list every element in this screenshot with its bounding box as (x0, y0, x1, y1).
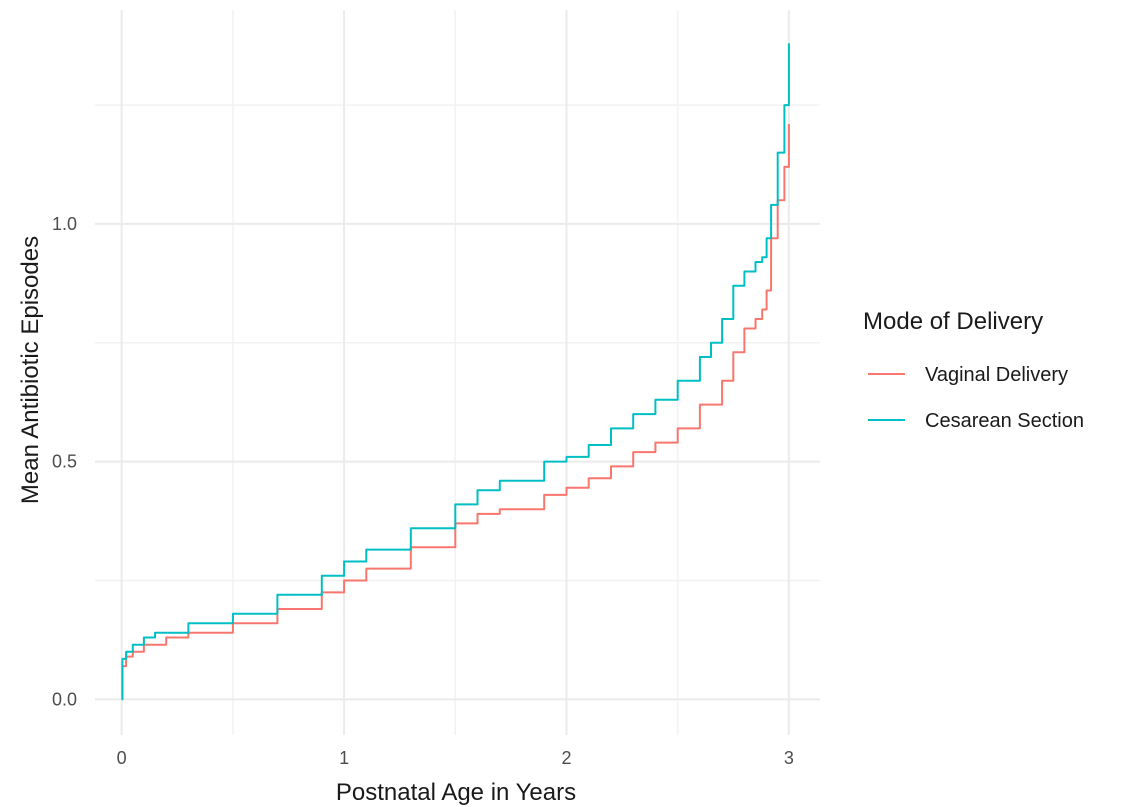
x-tick-label: 3 (784, 748, 794, 768)
series-line-cesarean-section (121, 43, 790, 701)
legend: Mode of Delivery Vaginal Delivery Cesarea… (863, 308, 1084, 432)
x-tick-label: 0 (117, 748, 127, 768)
y-tick-label: 1.0 (52, 214, 77, 234)
grid (95, 10, 820, 735)
y-tick-label: 0.5 (52, 452, 77, 472)
y-axis-title: Mean Antibiotic Episodes (17, 236, 44, 504)
legend-label: Vaginal Delivery (925, 364, 1068, 386)
series-line-vaginal-delivery (121, 124, 790, 701)
legend-label: Cesarean Section (925, 410, 1084, 432)
x-tick-label: 1 (339, 748, 349, 768)
series-lines (121, 43, 790, 701)
x-axis-ticks: 0 1 2 3 (117, 748, 794, 768)
y-axis-ticks: 0.0 0.5 1.0 (52, 214, 77, 709)
x-axis-title: Postnatal Age in Years (336, 779, 576, 806)
x-tick-label: 2 (561, 748, 571, 768)
y-tick-label: 0.0 (52, 689, 77, 709)
legend-title: Mode of Delivery (863, 308, 1043, 335)
